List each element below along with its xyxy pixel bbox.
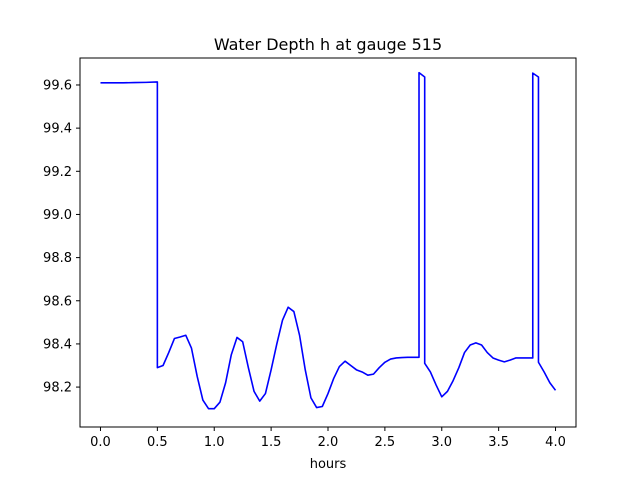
- x-tick-label: 0.0: [90, 435, 111, 450]
- y-tick-label: 98.2: [43, 381, 72, 396]
- x-tick-label: 0.5: [147, 435, 168, 450]
- x-tick-label: 3.0: [431, 435, 452, 450]
- y-tick-label: 98.8: [43, 251, 72, 266]
- x-tick-label: 2.5: [375, 435, 396, 450]
- y-tick-label: 98.4: [43, 337, 72, 352]
- x-tick-label: 1.0: [204, 435, 225, 450]
- x-tick-label: 3.5: [488, 435, 509, 450]
- y-tick-label: 99.2: [43, 165, 72, 180]
- y-tick-label: 99.6: [43, 78, 72, 93]
- y-axis: 98.2 98.4 98.6 98.8 99.0 99.2 99.4 99.6: [43, 78, 80, 396]
- x-tick-label: 2.0: [318, 435, 339, 450]
- series-layer: [100, 71, 557, 410]
- y-tick-label: 99.4: [43, 122, 72, 137]
- chart-title: Water Depth h at gauge 515: [214, 35, 442, 54]
- x-tick-label: 1.5: [261, 435, 282, 450]
- series-line-0: [100, 71, 557, 410]
- x-axis: 0.0 0.5 1.0 1.5 2.0 2.5 3.0 3.5 4.0: [90, 427, 566, 450]
- x-axis-label: hours: [310, 457, 347, 472]
- y-tick-label: 98.6: [43, 294, 72, 309]
- x-tick-label: 4.0: [545, 435, 566, 450]
- y-tick-label: 99.0: [43, 208, 72, 223]
